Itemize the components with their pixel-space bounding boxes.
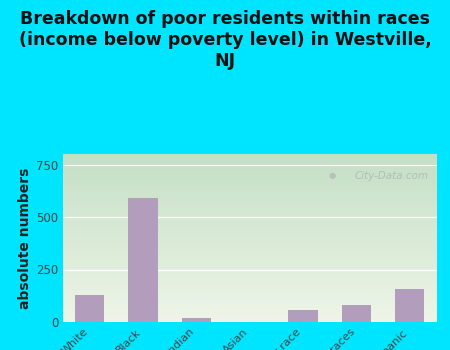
Bar [288, 310, 318, 322]
Bar [75, 295, 104, 322]
Text: ●: ● [328, 171, 335, 180]
Text: City-Data.com: City-Data.com [355, 171, 429, 181]
Bar [182, 318, 211, 322]
Text: Breakdown of poor residents within races
(income below poverty level) in Westvil: Breakdown of poor residents within races… [18, 10, 432, 70]
Bar [128, 198, 158, 322]
Bar [395, 289, 424, 322]
Y-axis label: absolute numbers: absolute numbers [18, 167, 32, 309]
Bar [342, 305, 371, 322]
